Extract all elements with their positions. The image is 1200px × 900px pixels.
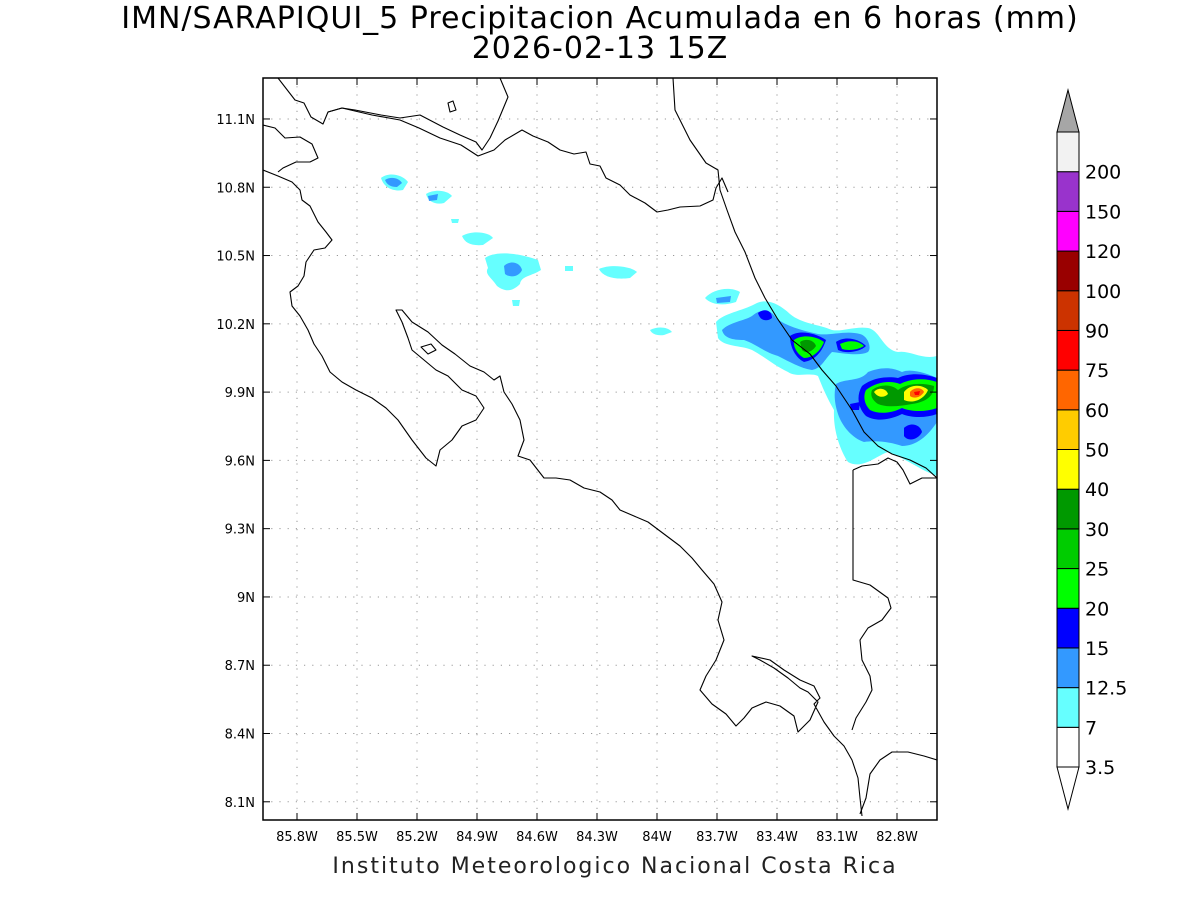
lon-label: 84.3W [576, 830, 618, 845]
rain-cell-red [914, 391, 920, 395]
colorbar-label: 60 [1085, 400, 1109, 422]
colorbar-swatch [1056, 369, 1080, 411]
colorbar-swatch [1056, 726, 1080, 768]
colorbar-swatch [1056, 647, 1080, 689]
lon-label: 83.1W [816, 830, 858, 845]
precipitation-shading [381, 174, 937, 476]
colorbar-label: 150 [1085, 201, 1121, 223]
map-title: IMN/SARAPIQUI_5 Precipitacion Acumulada … [121, 1, 1079, 36]
lon-label: 82.8W [876, 830, 918, 845]
lon-label: 83.4W [756, 830, 798, 845]
latitude-labels: 11.1N 10.8N 10.5N 10.2N 9.9N 9.6N 9.3N 9N 8.7N 8.… [216, 113, 255, 811]
lat-label: 10.8N [216, 181, 255, 196]
lon-label: 84.6W [516, 830, 558, 845]
coastline-northwest [263, 124, 319, 173]
lat-label: 9.3N [225, 523, 255, 538]
lat-label: 8.4N [225, 728, 255, 743]
lon-label: 85.2W [396, 830, 438, 845]
colorbar-swatch [1056, 687, 1080, 728]
lat-label: 11.1N [216, 113, 255, 128]
colorbar-swatch [1056, 131, 1080, 173]
colorbar-swatch [1056, 290, 1080, 331]
colorbar-swatch [1056, 607, 1080, 649]
credit-footer: Instituto Meteorologico Nacional Costa R… [332, 854, 898, 879]
border-north [327, 107, 729, 213]
colorbar-label: 75 [1085, 360, 1109, 382]
colorbar-label: 90 [1085, 320, 1109, 342]
border-panama [851, 457, 937, 731]
lon-label: 84W [642, 830, 672, 845]
rain-cell-blue [428, 194, 438, 201]
rain-cell-cyan [451, 219, 459, 223]
rain-cell-blue [716, 296, 731, 303]
colorbar-swatch [1056, 449, 1080, 490]
colorbar-swatch [1056, 171, 1080, 212]
rain-cell-cyan [650, 327, 672, 336]
colorbar-legend: 3.5 7 12.5 15 20 25 30 40 50 60 75 90 100 120 150 200 [1056, 88, 1127, 811]
lat-label: 9.6N [225, 454, 255, 469]
colorbar-label: 120 [1085, 241, 1121, 263]
graticule-grid [263, 78, 937, 820]
colorbar-label: 25 [1085, 559, 1109, 581]
lat-label: 10.5N [216, 250, 255, 265]
rain-cell-cyan [462, 232, 493, 246]
rain-cell-blue [385, 177, 402, 187]
colorbar-label: 15 [1085, 638, 1109, 660]
map-datetime: 2026-02-13 15Z [471, 31, 729, 66]
colorbar-swatch [1056, 329, 1080, 371]
lat-label: 8.1N [225, 796, 255, 811]
rain-cell-cyan [599, 266, 637, 279]
lat-label: 9N [237, 591, 255, 606]
colorbar-upper-arrow [1056, 88, 1080, 133]
lon-label: 85.5W [336, 830, 378, 845]
colorbar-label: 200 [1085, 162, 1121, 184]
rain-cell-cyan [512, 300, 520, 306]
colorbar-lower-arrow [1056, 766, 1080, 811]
lon-label: 84.9W [456, 830, 498, 845]
coastline-pacific [263, 169, 863, 817]
rain-cell-darkblue [904, 424, 922, 440]
colorbar-swatch [1056, 568, 1080, 609]
rain-cell-blue [504, 262, 522, 277]
colorbar-label: 20 [1085, 598, 1109, 620]
colorbar-label: 7 [1085, 717, 1097, 739]
axis-ticks [263, 78, 937, 820]
colorbar-label: 50 [1085, 440, 1109, 462]
rain-cell-yellow [874, 388, 888, 397]
colorbar-swatch [1056, 488, 1080, 530]
colorbar-swatch [1056, 409, 1080, 450]
coastline-osa [859, 751, 937, 815]
coastline-nicaragua-lake [277, 78, 509, 151]
rain-cell-darkblue [850, 402, 860, 410]
longitude-labels: 85.8W 85.5W 85.2W 84.9W 84.6W 84.3W 84W 83.7W 83… [276, 830, 918, 845]
rain-cell-darkblue [758, 310, 772, 321]
lon-label: 83.7W [696, 830, 738, 845]
island-lake [447, 100, 457, 113]
rain-cell-green [840, 341, 864, 350]
lon-label: 85.8W [276, 830, 318, 845]
rain-cell-cyan [705, 288, 740, 305]
colorbar-label: 100 [1085, 281, 1121, 303]
colorbar-label: 12.5 [1085, 678, 1127, 700]
colorbar-swatch [1056, 528, 1080, 570]
island-nicoya [420, 343, 437, 355]
map-frame [262, 77, 938, 821]
colorbar-label: 3.5 [1085, 757, 1115, 779]
lat-label: 8.7N [225, 659, 255, 674]
colorbar-swatch [1056, 250, 1080, 292]
colorbar-label: 40 [1085, 479, 1109, 501]
lat-label: 9.9N [225, 386, 255, 401]
colorbar-label: 30 [1085, 519, 1109, 541]
lat-label: 10.2N [216, 318, 255, 333]
coastline-borders [263, 78, 937, 817]
colorbar-swatch [1056, 210, 1080, 252]
rain-cell-cyan [565, 266, 573, 271]
coastline-caribbean [672, 78, 937, 479]
